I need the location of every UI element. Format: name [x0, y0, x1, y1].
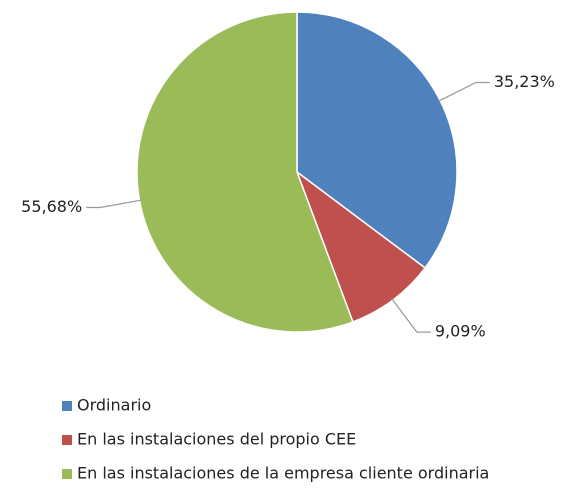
leader-line: [86, 199, 142, 209]
data-label: 9,09%: [435, 322, 486, 341]
data-label: 55,68%: [21, 197, 82, 216]
legend-swatch: [62, 435, 72, 445]
leader-line: [391, 298, 431, 333]
legend-swatch: [62, 469, 72, 479]
legend-label: En las instalaciones de la empresa clien…: [77, 464, 489, 483]
legend-label: Ordinario: [77, 396, 151, 415]
leader-line: [438, 81, 490, 102]
data-label: 35,23%: [494, 72, 555, 91]
legend-label: En las instalaciones del propio CEE: [77, 430, 356, 449]
legend-swatch: [62, 401, 72, 411]
